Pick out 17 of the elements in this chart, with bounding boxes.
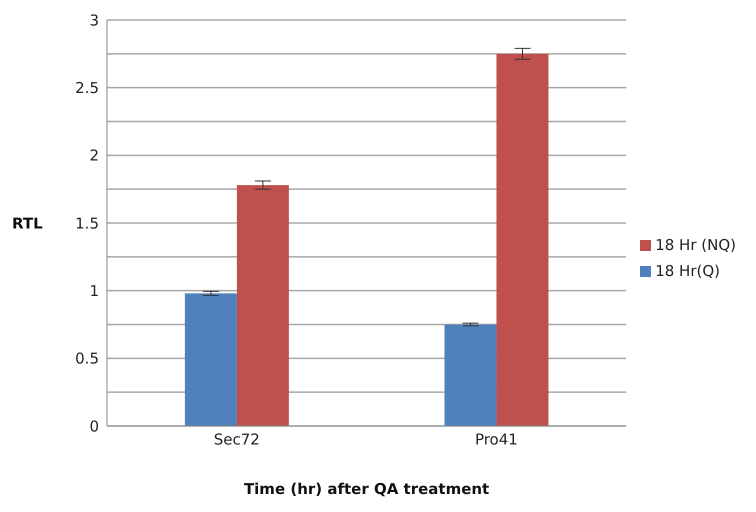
legend-label: 18 Hr (NQ)	[655, 236, 736, 254]
y-tick-label: 1	[89, 282, 99, 300]
x-axis-title: Time (hr) after QA treatment	[244, 480, 490, 498]
legend-label: 18 Hr(Q)	[655, 262, 720, 280]
y-tick-label: 2.5	[75, 78, 99, 97]
bar	[184, 293, 237, 426]
y-axis-title: RTL	[12, 214, 44, 232]
y-tick-label: 0.5	[75, 350, 99, 368]
y-tick-label: 1.5	[75, 214, 99, 232]
bar	[236, 185, 289, 426]
bar	[496, 54, 548, 426]
x-tick-label: Pro41	[474, 430, 518, 449]
y-tick-label: 2	[89, 146, 99, 165]
y-tick-label: 0	[89, 417, 99, 436]
x-tick-label: Sec72	[214, 430, 260, 449]
bar	[444, 324, 496, 426]
y-tick-label: 3	[89, 11, 99, 30]
